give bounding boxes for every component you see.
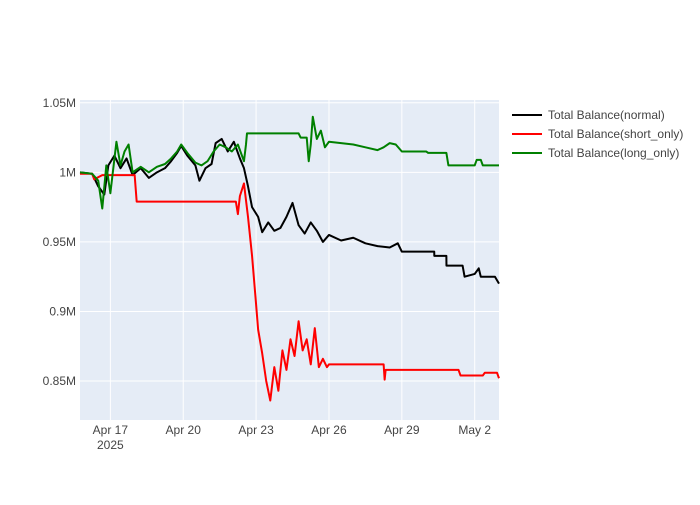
legend-label: Total Balance(normal) <box>548 108 665 122</box>
grid <box>80 100 499 420</box>
y-axis: 0.85M 0.9M 0.95M 1M 1.05M <box>43 96 76 388</box>
plot-area <box>80 100 499 420</box>
y-tick-label: 1.05M <box>43 96 76 110</box>
series-line <box>80 172 500 402</box>
x-tick-sublabel: 2025 <box>97 438 124 452</box>
x-tick-label: Apr 17 <box>93 423 129 437</box>
legend-label: Total Balance(short_only) <box>548 127 683 141</box>
x-tick-label: Apr 20 <box>166 423 202 437</box>
y-tick-label: 0.85M <box>43 374 76 388</box>
series-line <box>79 115 499 210</box>
series-line <box>79 137 500 285</box>
legend: Total Balance(normal) Total Balance(short… <box>512 108 683 160</box>
x-tick-label: May 2 <box>458 423 491 437</box>
legend-label: Total Balance(long_only) <box>548 146 679 160</box>
y-tick-label: 0.9M <box>49 304 76 318</box>
y-tick-label: 0.95M <box>43 235 76 249</box>
y-tick-label: 1M <box>59 165 76 179</box>
x-tick-label: Apr 29 <box>384 423 420 437</box>
x-tick-label: Apr 26 <box>311 423 347 437</box>
series-group <box>79 115 500 402</box>
x-tick-label: Apr 23 <box>238 423 274 437</box>
